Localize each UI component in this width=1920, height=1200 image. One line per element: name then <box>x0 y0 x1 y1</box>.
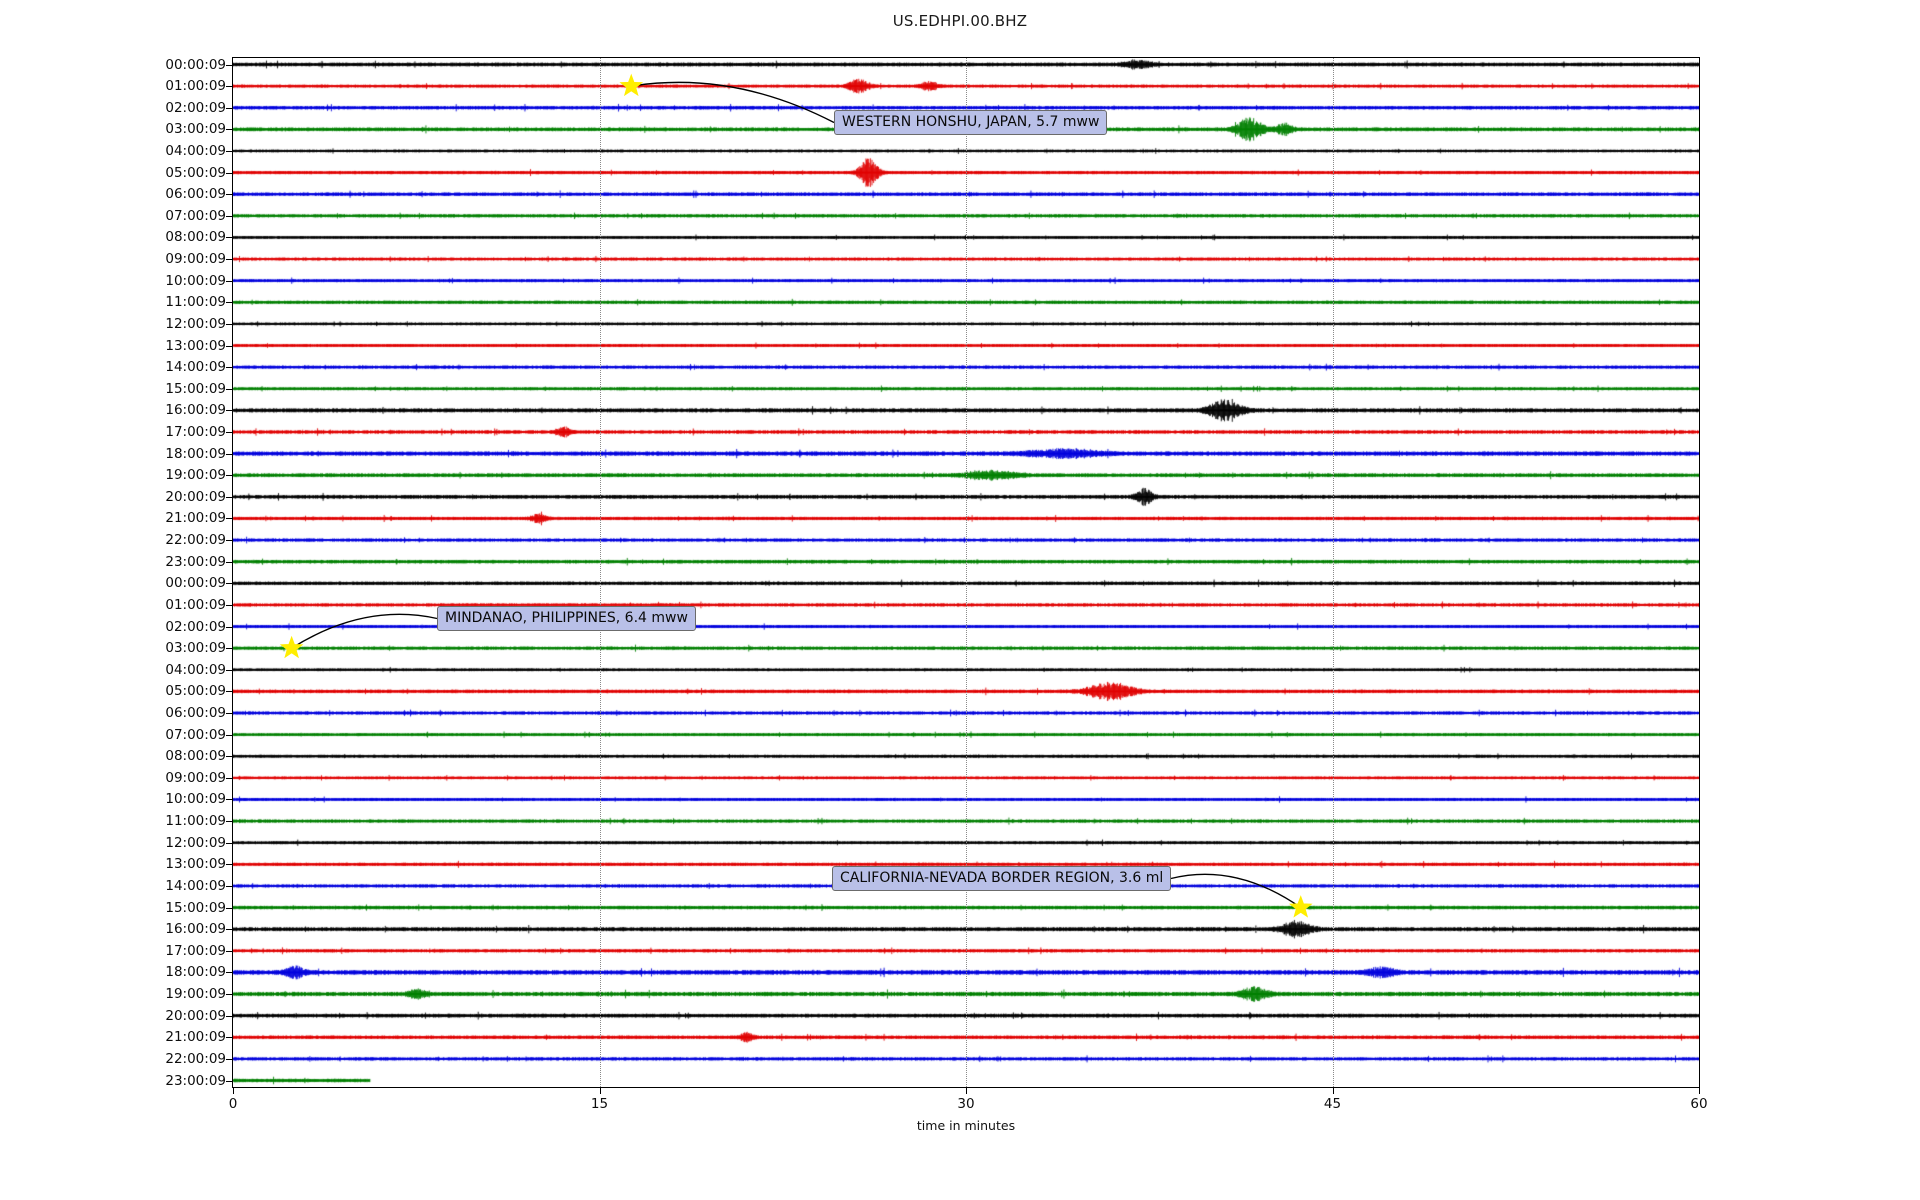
y-tick-label: 12:00:09 <box>165 315 226 332</box>
y-tick-label: 05:00:09 <box>165 683 226 700</box>
y-tick-label: 17:00:09 <box>165 942 226 959</box>
x-tick-mark <box>233 1088 234 1094</box>
y-tick-label: 03:00:09 <box>165 121 226 138</box>
y-tick-label: 07:00:09 <box>165 726 226 743</box>
y-tick-label: 23:00:09 <box>165 553 226 570</box>
y-tick-label: 07:00:09 <box>165 207 226 224</box>
y-tick-label: 18:00:09 <box>165 445 226 462</box>
y-tick-label: 17:00:09 <box>165 423 226 440</box>
y-tick-label: 02:00:09 <box>165 618 226 635</box>
y-tick-label: 20:00:09 <box>165 1007 226 1024</box>
x-tick-label: 60 <box>1690 1096 1708 1112</box>
y-tick-label: 08:00:09 <box>165 229 226 246</box>
x-tick-label: 0 <box>228 1096 238 1112</box>
x-axis-ticks: 0 15 30 45 60 <box>228 1088 1708 1128</box>
y-tick-label: 09:00:09 <box>165 769 226 786</box>
x-tick-label: 15 <box>590 1096 609 1112</box>
plot-area[interactable] <box>232 57 1700 1088</box>
y-tick-label: 20:00:09 <box>165 488 226 505</box>
x-tick-label: 30 <box>957 1096 975 1112</box>
y-tick-label: 12:00:09 <box>165 834 226 851</box>
y-tick-label: 09:00:09 <box>165 251 226 268</box>
y-tick-label: 08:00:09 <box>165 748 226 765</box>
y-tick-label: 13:00:09 <box>165 337 226 354</box>
y-tick-label: 16:00:09 <box>165 402 226 419</box>
x-tick-mark <box>599 1088 601 1094</box>
y-tick-label: 06:00:09 <box>165 186 226 203</box>
y-tick-label: 19:00:09 <box>165 986 226 1003</box>
y-tick-label: 15:00:09 <box>165 380 226 397</box>
y-tick-label: 19:00:09 <box>165 467 226 484</box>
y-tick-label: 00:00:09 <box>165 575 226 592</box>
y-tick-label: 21:00:09 <box>165 1029 226 1046</box>
y-tick-label: 06:00:09 <box>165 705 226 721</box>
y-tick-label: 10:00:09 <box>165 791 226 808</box>
page-title: US.EDHPI.00.BHZ <box>892 12 1028 30</box>
y-tick-label: 16:00:09 <box>165 921 226 938</box>
y-tick-label: 21:00:09 <box>165 510 226 527</box>
y-tick-label: 22:00:09 <box>165 1050 226 1067</box>
y-tick-label: 18:00:09 <box>165 964 226 981</box>
y-tick-label: 11:00:09 <box>165 294 226 311</box>
seismic-traces-canvas <box>233 58 1699 1087</box>
x-tick-label: 45 <box>1323 1096 1342 1112</box>
y-tick-label: 00:00:09 <box>165 56 226 73</box>
x-tick-mark <box>966 1088 967 1094</box>
y-tick-label: 11:00:09 <box>165 813 226 830</box>
y-tick-label: 23:00:09 <box>165 1072 226 1089</box>
y-tick-label: 04:00:09 <box>165 661 226 678</box>
y-tick-label: 13:00:09 <box>165 856 226 873</box>
y-tick-label: 14:00:09 <box>165 359 226 376</box>
y-tick-label: 05:00:09 <box>165 164 226 181</box>
y-tick-label: 03:00:09 <box>165 640 226 657</box>
y-tick-label: 22:00:09 <box>165 532 226 549</box>
x-axis-label: time in minutes <box>916 1118 1016 1133</box>
x-tick-mark <box>1332 1088 1334 1094</box>
y-tick-label: 01:00:09 <box>165 78 226 95</box>
y-tick-label: 15:00:09 <box>165 899 226 916</box>
y-tick-label: 02:00:09 <box>165 99 226 116</box>
y-tick-label: 01:00:09 <box>165 596 226 613</box>
x-tick-mark <box>1699 1088 1700 1094</box>
y-tick-label: 10:00:09 <box>165 272 226 289</box>
y-tick-label: 14:00:09 <box>165 877 226 894</box>
y-tick-label: 04:00:09 <box>165 142 226 159</box>
